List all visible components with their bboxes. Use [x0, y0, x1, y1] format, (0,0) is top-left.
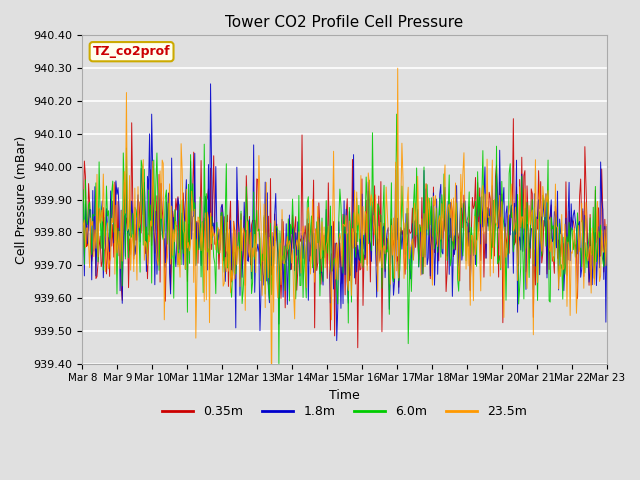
0.35m	[511, 242, 518, 248]
23.5m	[394, 65, 401, 71]
Line: 6.0m: 6.0m	[83, 114, 607, 364]
Y-axis label: Cell Pressure (mBar): Cell Pressure (mBar)	[15, 135, 28, 264]
0.35m	[364, 262, 371, 268]
1.8m	[333, 338, 340, 344]
1.8m	[329, 250, 337, 256]
6.0m	[364, 199, 371, 204]
1.8m	[511, 200, 518, 206]
23.5m	[511, 225, 518, 231]
6.0m	[392, 204, 399, 210]
0.35m	[603, 239, 611, 244]
0.35m	[354, 345, 362, 350]
6.0m	[329, 265, 337, 271]
Line: 23.5m: 23.5m	[83, 68, 607, 394]
6.0m	[511, 237, 518, 243]
Title: Tower CO2 Profile Cell Pressure: Tower CO2 Profile Cell Pressure	[225, 15, 464, 30]
X-axis label: Time: Time	[329, 389, 360, 402]
1.8m	[393, 237, 401, 243]
23.5m	[332, 276, 339, 282]
6.0m	[79, 253, 86, 259]
23.5m	[364, 267, 371, 273]
6.0m	[593, 259, 600, 264]
23.5m	[392, 159, 399, 165]
1.8m	[364, 179, 372, 185]
1.8m	[207, 81, 214, 87]
0.35m	[331, 333, 339, 339]
6.0m	[393, 111, 401, 117]
0.35m	[79, 225, 86, 231]
23.5m	[268, 391, 275, 397]
Text: TZ_co2prof: TZ_co2prof	[93, 45, 170, 58]
Line: 1.8m: 1.8m	[83, 84, 607, 341]
1.8m	[593, 283, 600, 288]
6.0m	[275, 361, 283, 367]
Legend: 0.35m, 1.8m, 6.0m, 23.5m: 0.35m, 1.8m, 6.0m, 23.5m	[157, 400, 532, 423]
1.8m	[332, 241, 339, 247]
23.5m	[79, 262, 86, 267]
23.5m	[593, 234, 600, 240]
0.35m	[328, 251, 335, 257]
23.5m	[603, 222, 611, 228]
6.0m	[603, 238, 611, 244]
1.8m	[603, 224, 611, 229]
1.8m	[79, 276, 86, 281]
0.35m	[392, 206, 399, 212]
0.35m	[593, 240, 600, 245]
0.35m	[509, 116, 517, 121]
23.5m	[329, 226, 337, 231]
Line: 0.35m: 0.35m	[83, 119, 607, 348]
6.0m	[332, 267, 339, 273]
